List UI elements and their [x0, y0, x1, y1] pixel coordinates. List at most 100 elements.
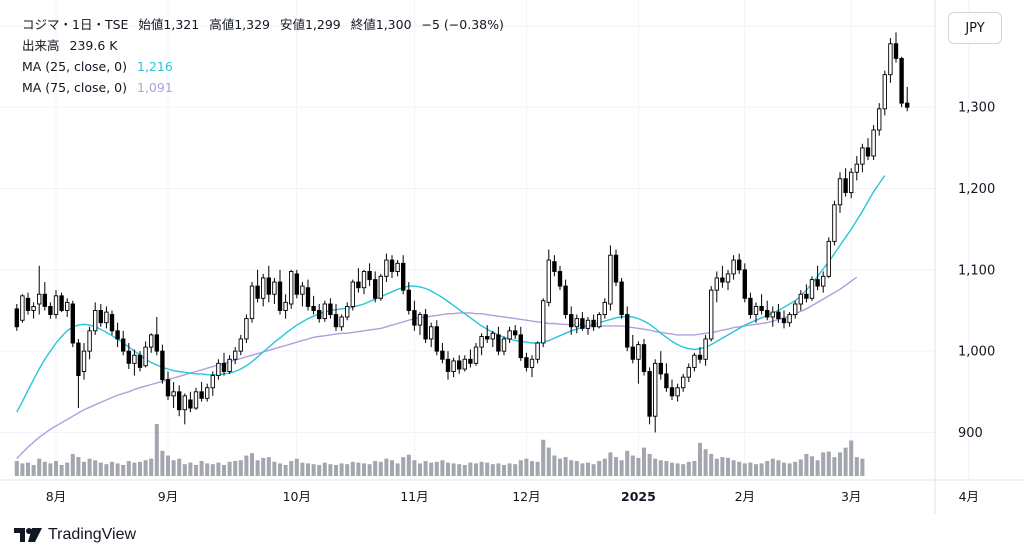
candle-body-down	[48, 305, 53, 316]
tradingview-brand[interactable]: TradingView	[14, 526, 136, 544]
candle	[434, 320, 439, 356]
candle-body-down	[311, 305, 316, 311]
candle	[160, 344, 165, 384]
candle	[731, 255, 736, 280]
candle-body-down	[434, 326, 439, 352]
ma25-label: MA (25, close, 0)	[22, 59, 128, 74]
candle	[574, 314, 579, 334]
candle	[501, 336, 507, 356]
tradingview-logo-icon	[14, 528, 42, 542]
ma75-value: 1,091	[137, 80, 173, 95]
volume-bar	[787, 463, 792, 476]
volume-bar	[429, 462, 434, 476]
volume-bar	[854, 457, 859, 476]
candle-body-up	[832, 204, 837, 242]
time-tick-label: 3月	[841, 489, 861, 504]
candle-body-down	[294, 273, 299, 295]
candle	[339, 314, 344, 331]
candle-body-up	[585, 319, 591, 329]
candle	[294, 269, 299, 299]
candle	[832, 200, 837, 246]
candle-body-down	[625, 314, 630, 348]
volume-bar	[569, 460, 574, 476]
volume-bar	[182, 464, 187, 476]
candle-body-down	[518, 334, 523, 359]
candle	[53, 290, 59, 319]
candle	[356, 268, 361, 293]
volume-bar	[406, 454, 411, 476]
currency-button[interactable]: JPY	[948, 12, 1002, 44]
candle-body-up	[350, 281, 355, 307]
volume-bar	[277, 463, 283, 476]
candle-body-up	[501, 338, 507, 352]
candle-body-up	[798, 293, 803, 305]
volume-bar	[210, 464, 215, 476]
candle	[345, 302, 350, 321]
candle	[440, 343, 445, 364]
candle-body-down	[843, 178, 848, 194]
candle	[177, 385, 182, 417]
candle-body-up	[821, 275, 826, 287]
candle-body-down	[524, 357, 529, 368]
candle	[619, 277, 624, 319]
candle-body-down	[406, 289, 411, 311]
volume-bar	[776, 460, 781, 476]
volume-bar	[367, 464, 372, 476]
price-tick-label: 1,300	[958, 101, 995, 116]
candle	[748, 292, 753, 319]
volume-bar	[580, 463, 585, 476]
volume-bar	[199, 461, 204, 476]
candle-body-down	[552, 261, 557, 272]
candle-body-down	[42, 293, 47, 307]
candle	[457, 355, 462, 374]
candle-body-up	[888, 43, 893, 76]
volume-bar	[725, 457, 731, 476]
volume-bar	[48, 463, 53, 476]
candle-body-up	[417, 314, 423, 326]
ma75-row[interactable]: MA (75, close, 0) 1,091	[22, 77, 504, 98]
candle-body-up	[233, 350, 238, 360]
candle-body-up	[132, 354, 137, 364]
ma25-row[interactable]: MA (25, close, 0) 1,216	[22, 56, 504, 77]
candle-body-up	[272, 281, 277, 295]
candle-body-up	[653, 362, 658, 417]
candle	[681, 373, 686, 392]
time-tick-label: 12月	[512, 489, 540, 504]
candle	[401, 255, 406, 295]
candle-body-down	[389, 259, 395, 272]
candle	[149, 333, 154, 353]
symbol-title[interactable]: コジマ・1日・TSE	[22, 17, 129, 32]
candle	[305, 279, 311, 311]
candle-body-up	[753, 305, 759, 316]
candle-body-up	[871, 129, 876, 157]
volume-bar	[798, 459, 803, 476]
volume-bar	[552, 455, 557, 476]
candle	[14, 303, 19, 331]
candle-body-down	[759, 305, 764, 311]
volume-bar	[697, 442, 703, 476]
candle-body-down	[70, 303, 75, 344]
candle	[350, 279, 355, 311]
candle	[541, 298, 546, 348]
candle	[608, 245, 613, 311]
candle	[557, 265, 563, 291]
time-axis[interactable]: 8月9月10月11月12月20252月3月4月5月6月7月	[46, 489, 1024, 504]
candle-body-up	[395, 262, 400, 272]
candle	[888, 38, 893, 83]
candle	[333, 303, 339, 331]
candle	[524, 352, 529, 372]
volume-bar	[395, 463, 400, 476]
candle-body-down	[591, 319, 596, 328]
candle	[98, 303, 103, 327]
candle	[373, 271, 378, 303]
volume-bar	[585, 462, 591, 476]
time-tick-label: 8月	[46, 489, 66, 504]
candle-body-up	[675, 387, 680, 397]
candle	[429, 322, 434, 348]
volume-bar	[87, 458, 92, 476]
volume-bar	[255, 460, 260, 476]
volume-bar	[81, 461, 87, 476]
volume-bar	[468, 462, 473, 476]
